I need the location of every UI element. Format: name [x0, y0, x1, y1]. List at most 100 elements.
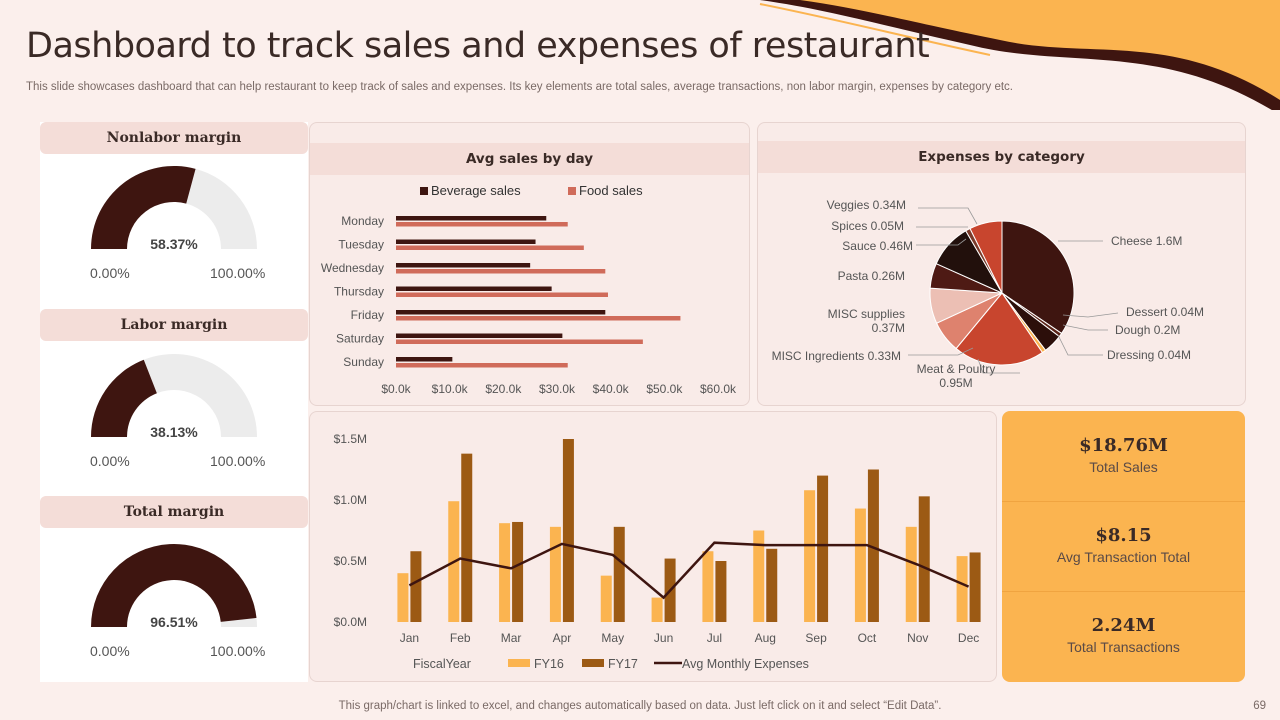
- combo-fy17-bar[interactable]: [715, 561, 727, 622]
- kpi-divider: [1002, 501, 1245, 502]
- pie-label-meat-name: Meat & Poultry: [917, 362, 996, 376]
- gauge-title-labor: Labor margin: [40, 309, 308, 341]
- hbar-food-bar[interactable]: [396, 269, 606, 274]
- combo-avg-expenses-line[interactable]: [408, 541, 970, 600]
- pie-label-dough: Dough 0.2M: [1115, 323, 1180, 337]
- pie-leader-lines: [908, 207, 1119, 374]
- margin-gauges-panel: Nonlabor margin 58.37% 0.00% 100.00% Lab…: [40, 122, 308, 682]
- pie-label-dressing: Dressing 0.04M: [1107, 348, 1191, 362]
- hbar-food-bar[interactable]: [396, 292, 608, 298]
- hbar-beverage-bar[interactable]: [396, 286, 552, 292]
- hbar-category-label: Friday: [351, 308, 384, 322]
- gauge-track: [143, 354, 257, 437]
- pie-label-misc-supplies: MISC supplies 0.37M: [828, 307, 905, 335]
- combo-fy17-bar[interactable]: [613, 526, 625, 622]
- pie-label-veggies: Veggies 0.34M: [827, 198, 906, 212]
- combo-fy17-bar[interactable]: [410, 551, 422, 622]
- combo-x-tick: Mar: [501, 631, 522, 645]
- hbar-food-bar[interactable]: [396, 245, 584, 251]
- gauge-min-labor: 0.00%: [90, 453, 130, 469]
- kpi-total-sales-value: $18.76M: [1079, 435, 1168, 456]
- kpi-avg-transaction: $8.15 Avg Transaction Total: [1002, 525, 1245, 565]
- combo-fy16-bar[interactable]: [600, 575, 612, 622]
- legend-fy17: FY17: [608, 657, 638, 671]
- gauge-max-nonlabor: 100.00%: [210, 265, 266, 281]
- legend-food: Food sales: [579, 183, 643, 198]
- combo-fy16-bar[interactable]: [549, 526, 561, 622]
- hbar-beverage-bar[interactable]: [396, 263, 531, 268]
- combo-fy17-bar[interactable]: [512, 521, 524, 622]
- combo-fy17-bar[interactable]: [562, 439, 574, 622]
- gauge-value-nonlabor: 58.37%: [150, 236, 198, 252]
- avg-sales-chart[interactable]: Beverage sales Food sales Monday Tuesday W…: [310, 123, 751, 407]
- legend-fy16: FY16: [534, 657, 564, 671]
- pie-slice-veggies[interactable]: [969, 220, 1003, 294]
- pie-slice-meat-poultry[interactable]: [955, 292, 1044, 366]
- combo-fy17-bar[interactable]: [918, 496, 930, 622]
- combo-x-tick: Dec: [958, 631, 979, 645]
- hbar-x-tick: $40.0k: [593, 382, 630, 396]
- avg-sales-title: Avg sales by day: [310, 143, 749, 175]
- combo-fy17-bar[interactable]: [867, 469, 879, 623]
- combo-fy16-bar[interactable]: [854, 508, 866, 622]
- legend-avg-expenses: Avg Monthly Expenses: [682, 657, 809, 671]
- gauge-total[interactable]: [40, 540, 308, 700]
- kpi-divider: [1002, 591, 1245, 592]
- gauge-labor[interactable]: [40, 350, 308, 510]
- pie-label-cheese: Cheese 1.6M: [1111, 234, 1182, 248]
- hbar-beverage-bar[interactable]: [396, 239, 536, 245]
- combo-fy16-bar[interactable]: [651, 597, 663, 622]
- legend-swatch-fy16: [508, 659, 530, 667]
- monthly-sales-chart[interactable]: $0.0M $0.5M $1.0M $1.5M Jan Feb Mar Apr May Jun Ju…: [310, 412, 998, 683]
- kpi-total-sales: $18.76M Total Sales: [1002, 435, 1245, 475]
- combo-fy16-bar[interactable]: [753, 530, 765, 623]
- combo-fy16-bar[interactable]: [702, 551, 714, 622]
- hbar-beverage-bar[interactable]: [396, 310, 606, 315]
- combo-fy16-bar[interactable]: [499, 523, 511, 622]
- combo-fy16-bar[interactable]: [397, 573, 409, 622]
- hbar-x-tick: $0.0k: [381, 382, 411, 396]
- hbar-food-bar[interactable]: [396, 363, 568, 368]
- hbar-x-tick: $50.0k: [646, 382, 683, 396]
- kpi-avg-transaction-value: $8.15: [1095, 525, 1152, 546]
- combo-x-tick: Apr: [553, 631, 572, 645]
- hbar-food-bar[interactable]: [396, 316, 681, 321]
- page-subtitle: This slide showcases dashboard that can …: [26, 81, 1013, 93]
- kpi-total-sales-label: Total Sales: [1089, 459, 1158, 475]
- pie-slice-cheese[interactable]: [1001, 220, 1075, 335]
- hbar-food-bar[interactable]: [396, 222, 568, 227]
- decorative-wave: [759, 0, 1280, 110]
- combo-fy17-bar[interactable]: [461, 453, 473, 622]
- combo-fy17-bar[interactable]: [817, 475, 829, 622]
- kpi-total-transactions-value: 2.24M: [1091, 615, 1156, 636]
- pie-label-pasta: Pasta 0.26M: [838, 269, 905, 283]
- legend-beverage: Beverage sales: [431, 183, 521, 198]
- page-number: 69: [1253, 700, 1266, 712]
- combo-fy17-bar[interactable]: [969, 552, 981, 622]
- combo-y-tick: $0.5M: [334, 554, 367, 568]
- gauge-fill: [91, 544, 257, 627]
- page-title: Dashboard to track sales and expenses of…: [26, 26, 930, 66]
- pie-label-misc-supplies-name: MISC supplies: [828, 307, 905, 321]
- hbar-beverage-bar[interactable]: [396, 333, 563, 339]
- hbar-category-label: Sunday: [343, 355, 384, 369]
- gauge-title-nonlabor: Nonlabor margin: [40, 122, 308, 154]
- gauge-value-labor: 38.13%: [150, 424, 198, 440]
- hbar-category-label: Thursday: [334, 285, 384, 299]
- gauge-max-total: 100.00%: [210, 643, 266, 659]
- combo-x-tick: Feb: [450, 631, 471, 645]
- legend-swatch-beverage: [420, 187, 428, 195]
- gauge-track: [220, 617, 257, 627]
- combo-fy17-bar[interactable]: [766, 548, 778, 622]
- combo-fy16-bar[interactable]: [804, 490, 816, 622]
- hbar-food-bar[interactable]: [396, 339, 643, 345]
- gauge-nonlabor[interactable]: [40, 162, 308, 322]
- combo-fy16-bar[interactable]: [905, 526, 917, 622]
- combo-fy16-bar[interactable]: [956, 556, 968, 622]
- hbar-beverage-bar[interactable]: [396, 216, 547, 221]
- hbar-beverage-bar[interactable]: [396, 357, 453, 362]
- combo-x-tick: Sep: [805, 631, 827, 645]
- expenses-pie-chart[interactable]: Veggies 0.34M Spices 0.05M Sauce 0.46M P…: [758, 123, 1247, 407]
- combo-x-tick: Aug: [755, 631, 776, 645]
- combo-x-tick: Nov: [907, 631, 928, 645]
